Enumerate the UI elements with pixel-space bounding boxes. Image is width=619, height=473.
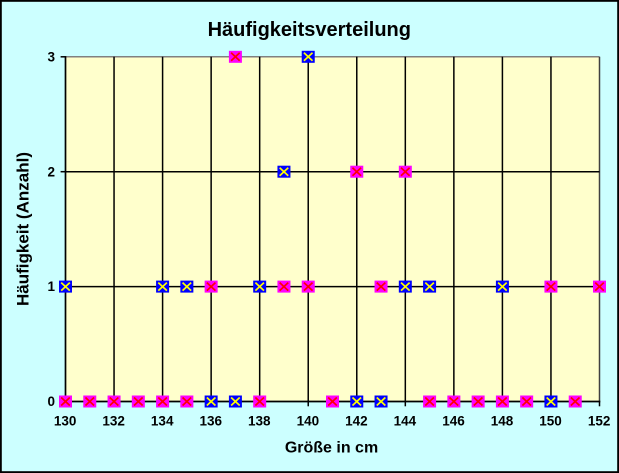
svg-text:1: 1	[47, 279, 55, 294]
svg-text:130: 130	[54, 414, 77, 429]
svg-text:150: 150	[539, 414, 562, 429]
svg-text:Größe in cm: Größe in cm	[285, 440, 378, 457]
svg-text:146: 146	[442, 414, 465, 429]
svg-text:Häufigkeitsverteilung: Häufigkeitsverteilung	[208, 19, 411, 41]
svg-text:3: 3	[47, 49, 55, 64]
svg-text:2: 2	[47, 164, 55, 179]
svg-text:152: 152	[588, 414, 611, 429]
svg-text:138: 138	[248, 414, 271, 429]
svg-text:Häufigkeit (Anzahl): Häufigkeit (Anzahl)	[14, 152, 33, 306]
svg-text:148: 148	[491, 414, 514, 429]
svg-text:142: 142	[345, 414, 368, 429]
svg-text:132: 132	[102, 414, 125, 429]
svg-text:140: 140	[297, 414, 320, 429]
svg-text:0: 0	[47, 394, 55, 409]
svg-text:136: 136	[199, 414, 222, 429]
svg-text:134: 134	[151, 414, 174, 429]
svg-text:144: 144	[394, 414, 417, 429]
